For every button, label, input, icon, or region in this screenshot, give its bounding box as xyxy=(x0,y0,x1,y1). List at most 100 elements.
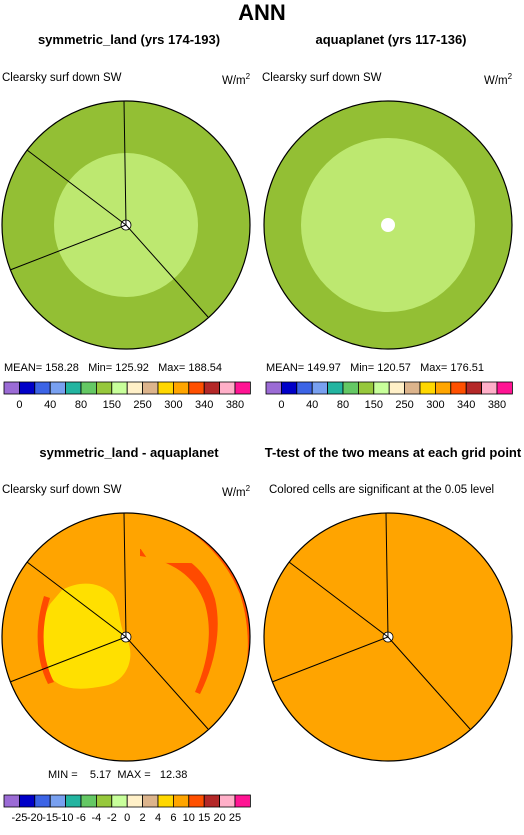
panel-3-orange-island xyxy=(130,522,208,564)
panel-3-spoke-4 xyxy=(125,636,209,730)
colorbar-2-box xyxy=(296,381,313,395)
panel-3-spoke-2 xyxy=(26,561,127,638)
colorbar-2-label: 300 xyxy=(426,399,444,411)
colorbar-1-label: 150 xyxy=(103,399,121,411)
colorbar-1-box xyxy=(34,381,51,395)
colorbar-2-label: 250 xyxy=(395,399,413,411)
panel-2-border xyxy=(263,100,513,350)
panel-3-spoke-1 xyxy=(123,512,127,638)
colorbar-2-box xyxy=(388,381,405,395)
colorbar-2-box xyxy=(342,381,359,395)
colorbar-3-box xyxy=(49,794,67,808)
colorbar-2-box xyxy=(280,381,298,395)
colorbar-2-box xyxy=(311,381,329,395)
panel-1-map xyxy=(1,100,251,350)
colorbar-3: -25 -20 -15 -10 -6 -4 -2 0 2 4 6 10 15 20 25 xyxy=(3,794,251,824)
colorbar-3-label: -6 xyxy=(76,812,86,824)
panel-2-units: W/m2 xyxy=(484,72,513,87)
colorbar-3-box xyxy=(172,794,190,808)
colorbar-3-box xyxy=(142,794,159,808)
colorbar-3-label: -10 xyxy=(58,812,74,824)
panel-1-border xyxy=(1,100,251,350)
panel-3-red-band xyxy=(130,513,250,761)
colorbar-1-box xyxy=(188,381,205,395)
colorbar-1-label: 340 xyxy=(195,399,213,411)
panel-3-map xyxy=(1,512,251,762)
colorbar-1-box xyxy=(96,381,113,395)
colorbar-1-box xyxy=(219,381,236,395)
colorbar-3-label: 2 xyxy=(140,812,146,824)
panel-3-title: symmetric_land - aquaplanet xyxy=(39,445,219,460)
panel-2-pole xyxy=(381,218,395,232)
colorbar-3-box xyxy=(96,794,113,808)
panel-4-spoke-1 xyxy=(385,512,389,638)
colorbar-3-label: -20 xyxy=(27,812,43,824)
colorbar-2-box xyxy=(419,381,436,395)
colorbar-1-box xyxy=(126,381,143,395)
colorbar-1-box xyxy=(18,381,36,395)
colorbar-3-box xyxy=(157,794,174,808)
panel-1-stats: MEAN= 158.28 Min= 125.92 Max= 188.54 xyxy=(4,362,222,374)
colorbar-3-labels: -25 -20 -15 -10 -6 -4 -2 0 2 4 6 10 15 20 25 xyxy=(11,812,241,824)
colorbar-1-label: 380 xyxy=(226,399,244,411)
panel-3-border xyxy=(1,512,251,762)
panel-3-red-arc xyxy=(140,548,218,694)
colorbar-1-box xyxy=(3,381,20,395)
colorbar-2-box xyxy=(327,381,344,395)
panel-2-map xyxy=(263,100,513,350)
colorbar-3-box xyxy=(188,794,205,808)
colorbar-1-box xyxy=(49,381,67,395)
panel-3-units: W/m2 xyxy=(222,484,251,499)
colorbar-3-label: 6 xyxy=(170,812,176,824)
panel-1-title: symmetric_land (yrs 174-193) xyxy=(37,32,221,47)
panel-1-spoke-3 xyxy=(9,224,127,271)
colorbar-3-box xyxy=(3,794,20,808)
colorbar-3-label: -25 xyxy=(11,812,27,824)
colorbar-1: 0 40 80 150 250 300 340 380 xyxy=(3,381,251,411)
colorbar-2-box xyxy=(373,381,390,395)
colorbar-1-box xyxy=(111,381,128,395)
colorbar-3-label: 4 xyxy=(155,812,161,824)
panel-3-stats: MIN = 5.17 MAX = 12.38 xyxy=(48,769,188,781)
colorbar-2-label: 380 xyxy=(488,399,506,411)
colorbar-2: 0 40 80 150 250 300 340 380 xyxy=(265,381,513,411)
colorbar-3-label: -2 xyxy=(107,812,117,824)
panel-4-spoke-3 xyxy=(271,636,389,683)
colorbar-1-label: 80 xyxy=(75,399,87,411)
colorbar-3-box xyxy=(219,794,236,808)
colorbar-2-label: 0 xyxy=(278,399,284,411)
panel-1-spoke-2 xyxy=(26,149,127,226)
panel-3-yellow-blob xyxy=(40,583,131,689)
colorbar-1-label: 0 xyxy=(16,399,22,411)
colorbar-1-box xyxy=(203,381,220,395)
colorbar-1-labels: 0 40 80 150 250 300 340 380 xyxy=(16,399,244,411)
colorbar-1-label: 40 xyxy=(44,399,56,411)
colorbar-2-box xyxy=(265,381,282,395)
panel-4-map xyxy=(263,512,513,762)
colorbar-3-label: 25 xyxy=(229,812,241,824)
colorbar-3-box xyxy=(18,794,36,808)
panel-4-title: T-test of the two means at each grid poi… xyxy=(264,445,522,460)
colorbar-3-box xyxy=(65,794,82,808)
colorbar-2-box xyxy=(496,381,513,395)
colorbar-2-boxes xyxy=(265,381,513,395)
colorbar-1-label: 300 xyxy=(164,399,182,411)
panel-1-spoke-1 xyxy=(123,100,127,226)
colorbar-3-label: 10 xyxy=(183,812,195,824)
panel-4-spoke-2 xyxy=(288,561,389,638)
colorbar-2-box xyxy=(434,381,452,395)
panel-4-variable: Colored cells are significant at the 0.0… xyxy=(269,484,495,496)
panel-4-spoke-4 xyxy=(387,636,471,730)
colorbar-3-box xyxy=(80,794,97,808)
panel-3-variable: Clearsky surf down SW xyxy=(2,484,122,496)
panel-2-variable: Clearsky surf down SW xyxy=(262,72,382,84)
colorbar-3-box xyxy=(234,794,251,808)
colorbar-2-box xyxy=(358,381,375,395)
figure-title: ANN xyxy=(238,0,286,25)
colorbar-2-box xyxy=(481,381,498,395)
colorbar-3-label: -15 xyxy=(42,812,58,824)
colorbar-1-box xyxy=(65,381,82,395)
colorbar-3-box xyxy=(34,794,51,808)
panel-3-spoke-3 xyxy=(9,636,127,683)
colorbar-3-box xyxy=(126,794,143,808)
